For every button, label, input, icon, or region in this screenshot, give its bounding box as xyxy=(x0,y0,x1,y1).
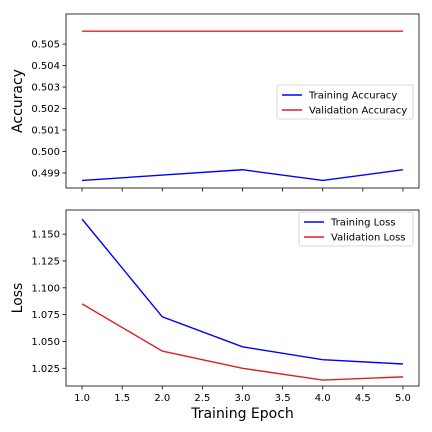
loss-panel: 1.025 1.050 1.075 1.100 1.125 1.150 1.0 1.5 2.0 2… xyxy=(10,210,419,422)
series-line-training-accuracy xyxy=(82,170,403,181)
y-tick-label: 0.501 xyxy=(31,126,60,137)
x-axis-label: Training Epoch xyxy=(190,406,294,422)
y-tick-label: 1.150 xyxy=(31,230,60,241)
y-tick-label: 0.500 xyxy=(31,147,60,158)
legend-label-training-accuracy: Training Accuracy xyxy=(308,91,397,102)
x-tick-label: 4.5 xyxy=(355,393,371,404)
y-tick-label: 1.025 xyxy=(31,364,60,375)
y-tick-label: 0.503 xyxy=(31,83,60,94)
legend: Training Loss Validation Loss xyxy=(299,212,413,246)
y-tick-label: 0.505 xyxy=(31,40,60,51)
legend: Training Accuracy Validation Accuracy xyxy=(277,85,413,119)
y-tick-label: 1.050 xyxy=(31,337,60,348)
y-axis-label: Accuracy xyxy=(10,69,26,133)
y-tick-label: 1.100 xyxy=(31,283,60,294)
y-tick-label: 1.075 xyxy=(31,310,60,321)
legend-label-validation-loss: Validation Loss xyxy=(331,233,406,244)
legend-label-training-loss: Training Loss xyxy=(330,218,396,229)
x-tick-label: 3.5 xyxy=(275,393,291,404)
x-tick-label: 2.0 xyxy=(154,393,170,404)
y-tick-label: 0.504 xyxy=(31,61,60,72)
series-line-validation-loss xyxy=(82,304,403,380)
y-axis-label: Loss xyxy=(10,283,26,314)
x-tick-label: 5.0 xyxy=(395,393,411,404)
x-tick-label: 3.0 xyxy=(235,393,251,404)
accuracy-panel: 0.499 0.500 0.501 0.502 0.503 0.504 0.505 Accur… xyxy=(10,14,419,192)
x-tick-label: 1.0 xyxy=(74,393,90,404)
x-tick-label: 4.0 xyxy=(315,393,331,404)
x-tick-label: 2.5 xyxy=(194,393,210,404)
y-tick-label: 0.502 xyxy=(31,104,60,115)
legend-label-validation-accuracy: Validation Accuracy xyxy=(309,106,407,117)
y-tick-label: 1.125 xyxy=(31,256,60,267)
y-tick-label: 0.499 xyxy=(31,168,60,179)
x-tick-label: 1.5 xyxy=(114,393,130,404)
